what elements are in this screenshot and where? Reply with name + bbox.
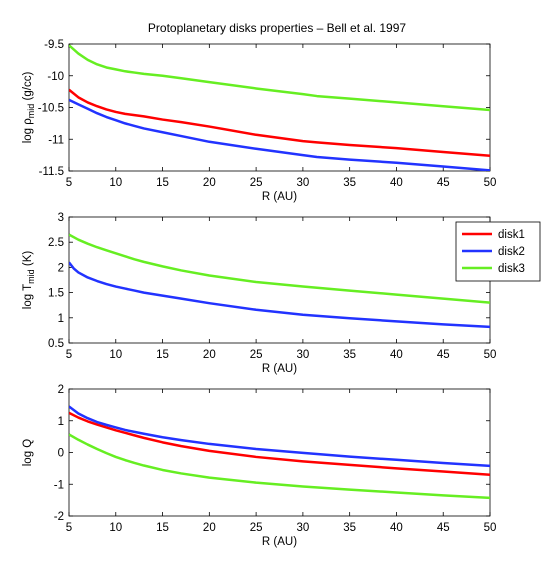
x-axis-label: R (AU) [262, 536, 297, 548]
x-tick-label: 45 [437, 349, 450, 361]
series-line-disk3 [69, 433, 490, 500]
x-tick-label: 10 [109, 177, 122, 189]
x-tick-label: 30 [296, 522, 309, 534]
x-tick-label: 25 [250, 177, 263, 189]
x-tick-label: 10 [109, 522, 122, 534]
x-tick-label: 5 [66, 177, 72, 189]
x-tick-label: 35 [343, 522, 356, 534]
series-line-disk2 [69, 261, 490, 329]
series-line-disk2 [69, 405, 490, 468]
x-tick-label: 15 [156, 522, 169, 534]
x-tick-label: 40 [390, 177, 403, 189]
y-tick-label: -11 [48, 134, 64, 146]
plot-area [68, 388, 491, 517]
y-tick-label: 2.5 [48, 237, 64, 249]
x-tick-label: 50 [484, 522, 497, 534]
y-axis-label: log Q [22, 439, 34, 467]
x-tick-label: 5 [66, 522, 72, 534]
y-tick-label: -1 [54, 479, 64, 491]
y-tick-label: 1 [58, 416, 64, 428]
x-tick-label: 15 [156, 177, 169, 189]
x-tick-label: 45 [437, 177, 450, 189]
x-tick-label: 35 [343, 177, 356, 189]
x-tick-label: 30 [296, 349, 309, 361]
x-tick-label: 25 [250, 522, 263, 534]
chart-title: Protoplanetary disks properties – Bell e… [148, 21, 406, 35]
y-tick-label: -11.5 [39, 166, 64, 178]
x-tick-label: 10 [109, 349, 122, 361]
legend-label-disk2: disk2 [498, 246, 525, 258]
y-tick-label: 1 [58, 313, 64, 325]
series-line-disk1 [69, 411, 490, 476]
y-tick-label: -10 [47, 71, 64, 83]
x-tick-label: 50 [484, 349, 497, 361]
x-tick-label: 15 [156, 349, 169, 361]
y-tick-label: -10.5 [38, 103, 64, 115]
y-tick-label: 3 [58, 212, 64, 224]
y-tick-label: 0.5 [48, 338, 64, 350]
x-tick-label: 20 [203, 522, 216, 534]
x-tick-label: 50 [484, 177, 497, 189]
y-tick-label: 2 [58, 384, 64, 396]
y-tick-label: -9.5 [44, 39, 64, 51]
x-tick-label: 20 [203, 349, 216, 361]
x-tick-label: 40 [390, 349, 403, 361]
y-tick-label: 0 [58, 448, 64, 460]
x-axis-label: R (AU) [262, 191, 297, 203]
x-tick-label: 20 [203, 177, 216, 189]
panel-1: 5 10 15 20 25 30 35 40 45 50 -11.5 -11 -10.5 -10 -9.5 R… [22, 39, 496, 203]
x-tick-label: 30 [296, 177, 309, 189]
series-line-disk1 [69, 88, 490, 158]
panels: 5 10 15 20 25 30 35 40 45 50-11.5-11-10.5-10-9.5R… [22, 39, 496, 548]
panel-2: 5 10 15 20 25 30 35 40 45 50 0.5 1 1.5 2 2.5 3 R (AU) log… [22, 212, 496, 375]
x-tick-label: 25 [250, 349, 263, 361]
y-axis-label: log ρmid (g/cc) [22, 72, 36, 144]
panel-3: 5 10 15 20 25 30 35 40 45 50 -2 -1 0 1 2 R (AU) log Q [22, 384, 496, 548]
x-tick-label: 5 [66, 349, 72, 361]
y-tick-label: 2 [58, 262, 64, 274]
y-tick-label: 1.5 [48, 288, 64, 300]
series-line-disk2 [69, 98, 490, 171]
x-tick-label: 35 [343, 349, 356, 361]
y-tick-label: -2 [54, 511, 64, 523]
series-line-disk3 [69, 44, 490, 112]
legend: disk1 disk2 disk3 [455, 221, 541, 282]
legend-label-disk1: disk1 [498, 229, 525, 241]
x-tick-label: 40 [390, 522, 403, 534]
y-axis-label: log Tmid (K) [22, 251, 36, 310]
x-tick-label: 45 [437, 522, 450, 534]
legend-label-disk3: disk3 [498, 263, 525, 275]
series-line-disk3 [69, 233, 490, 304]
x-axis-label: R (AU) [262, 363, 297, 375]
